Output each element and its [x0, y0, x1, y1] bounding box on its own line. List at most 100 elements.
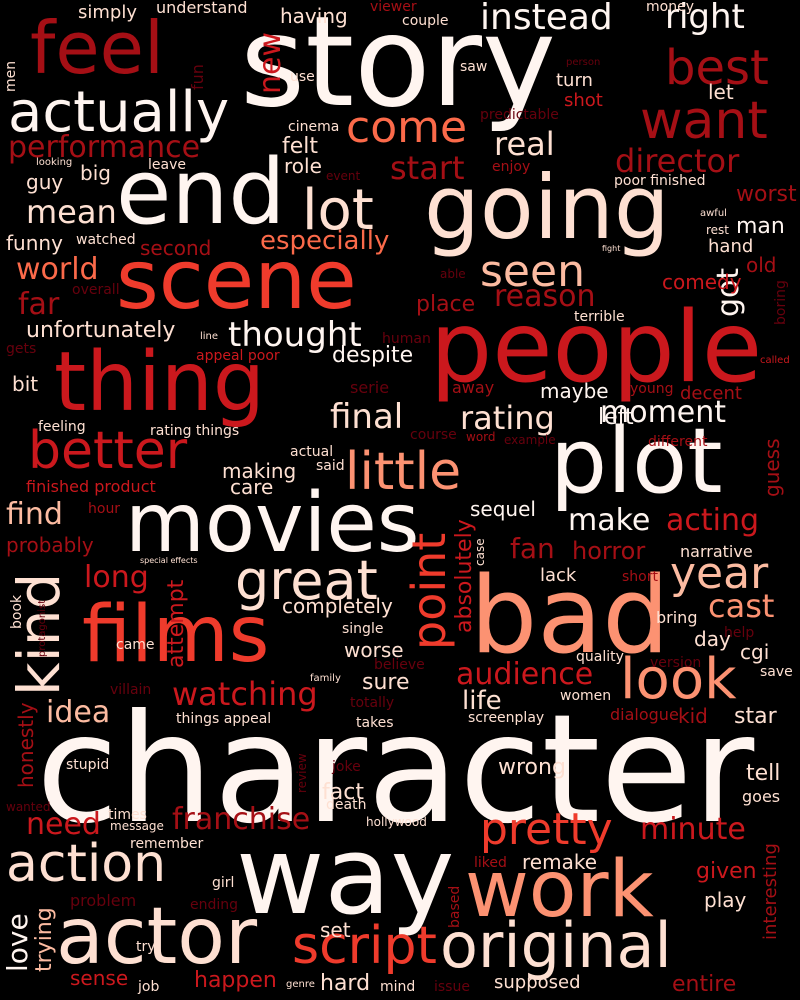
- word-better: better: [28, 421, 188, 481]
- word-villain: villain: [110, 682, 152, 698]
- word-place: place: [416, 292, 476, 317]
- word-look: look: [620, 647, 737, 712]
- word-person: person: [566, 57, 601, 68]
- word-star: star: [734, 704, 777, 729]
- word-moment: moment: [600, 395, 727, 430]
- word-people: people: [430, 291, 763, 405]
- word-original: original: [440, 909, 672, 982]
- word-pretty: pretty: [480, 804, 613, 855]
- word-plot: plot: [550, 409, 723, 514]
- word-protagonist: protagonist: [37, 599, 48, 657]
- word-hard: hard: [320, 971, 371, 996]
- word-course: course: [410, 427, 457, 443]
- word-scene: scene: [116, 233, 357, 328]
- word-viewer: viewer: [370, 0, 417, 15]
- word-year: year: [670, 548, 769, 599]
- word-times: times: [108, 807, 147, 823]
- word-sure: sure: [362, 670, 410, 695]
- word-simply: simply: [78, 2, 137, 23]
- word-thing: thing: [54, 335, 265, 430]
- word-life: life: [462, 686, 502, 716]
- word-ending: ending: [190, 897, 239, 913]
- word-audience: audience: [456, 657, 594, 692]
- word-going: going: [424, 156, 670, 259]
- word-especially: especially: [260, 226, 390, 256]
- word-able: able: [440, 267, 466, 281]
- word-help: help: [724, 625, 755, 641]
- word-absolutely: absolutely: [452, 519, 477, 633]
- word-thought: thought: [228, 315, 362, 355]
- word-felt: felt: [282, 134, 319, 159]
- word-guess: guess: [760, 438, 784, 497]
- word-start: start: [390, 149, 465, 187]
- word-rest: rest: [706, 223, 730, 237]
- word-event: event: [326, 169, 361, 183]
- word-unfortunately: unfortunately: [26, 318, 176, 343]
- word-based: based: [447, 885, 463, 928]
- word-case: case: [473, 538, 487, 566]
- word-left: left: [598, 405, 634, 430]
- word-probably: probably: [6, 533, 94, 557]
- word-said: said: [316, 458, 345, 474]
- word-final: final: [330, 397, 404, 437]
- word-trying: trying: [32, 907, 57, 972]
- word-actor: actor: [56, 892, 258, 982]
- word-making: making: [222, 459, 297, 483]
- word-honestly: honestly: [14, 702, 38, 788]
- word-watching: watching: [172, 675, 318, 713]
- word-great: great: [235, 549, 378, 612]
- word-kid: kid: [678, 704, 708, 728]
- word-looking: looking: [36, 157, 73, 168]
- word-worst: worst: [736, 182, 797, 207]
- word-issue: issue: [434, 979, 470, 995]
- word-let: let: [708, 80, 734, 104]
- word-world: world: [16, 252, 99, 287]
- word-called: called: [760, 355, 790, 366]
- word-try: try: [136, 939, 156, 955]
- word-book: book: [9, 594, 25, 629]
- word-goes: goes: [742, 787, 781, 806]
- word-hollywood: hollywood: [366, 815, 427, 829]
- word-liked: liked: [474, 855, 507, 871]
- word-poor-finished: poor finished: [614, 173, 706, 189]
- word-understand: understand: [156, 0, 248, 17]
- word-movies: movies: [125, 476, 420, 571]
- word-bad: bad: [470, 554, 670, 677]
- word-far: far: [18, 287, 60, 322]
- word-old: old: [746, 253, 777, 277]
- word-long: long: [84, 560, 149, 595]
- word-short: short: [622, 569, 658, 585]
- word-men: men: [3, 60, 19, 92]
- word-funny: funny: [6, 231, 63, 255]
- word-feeling: feeling: [38, 419, 86, 435]
- word-find: find: [6, 497, 63, 532]
- word-death: death: [326, 797, 367, 813]
- word-having: having: [280, 4, 348, 28]
- word-came: came: [116, 637, 155, 653]
- word-girl: girl: [212, 875, 235, 891]
- word-overall: overall: [72, 282, 120, 298]
- word-day: day: [694, 627, 731, 651]
- word-want: want: [640, 91, 768, 151]
- word-money: money: [646, 0, 694, 15]
- word-director: director: [615, 142, 740, 180]
- word-care: care: [230, 475, 274, 499]
- word-believe: believe: [374, 657, 425, 673]
- word-special-effects: special effects: [140, 556, 198, 565]
- word-hand: hand: [708, 236, 754, 257]
- word-mind: mind: [380, 979, 416, 995]
- word-idea: idea: [46, 695, 111, 730]
- word-cinema: cinema: [288, 119, 340, 135]
- word-character: character: [36, 683, 755, 857]
- word-boring: boring: [773, 280, 789, 325]
- word-despite: despite: [332, 343, 414, 368]
- word-actually: actually: [8, 80, 230, 145]
- word-big: big: [80, 161, 111, 185]
- word-different: different: [648, 434, 708, 450]
- word-word: word: [466, 430, 496, 444]
- word-hour: hour: [88, 501, 121, 517]
- word-attempt: attempt: [164, 579, 189, 668]
- word-stupid: stupid: [66, 757, 110, 773]
- word-cast: cast: [708, 587, 775, 625]
